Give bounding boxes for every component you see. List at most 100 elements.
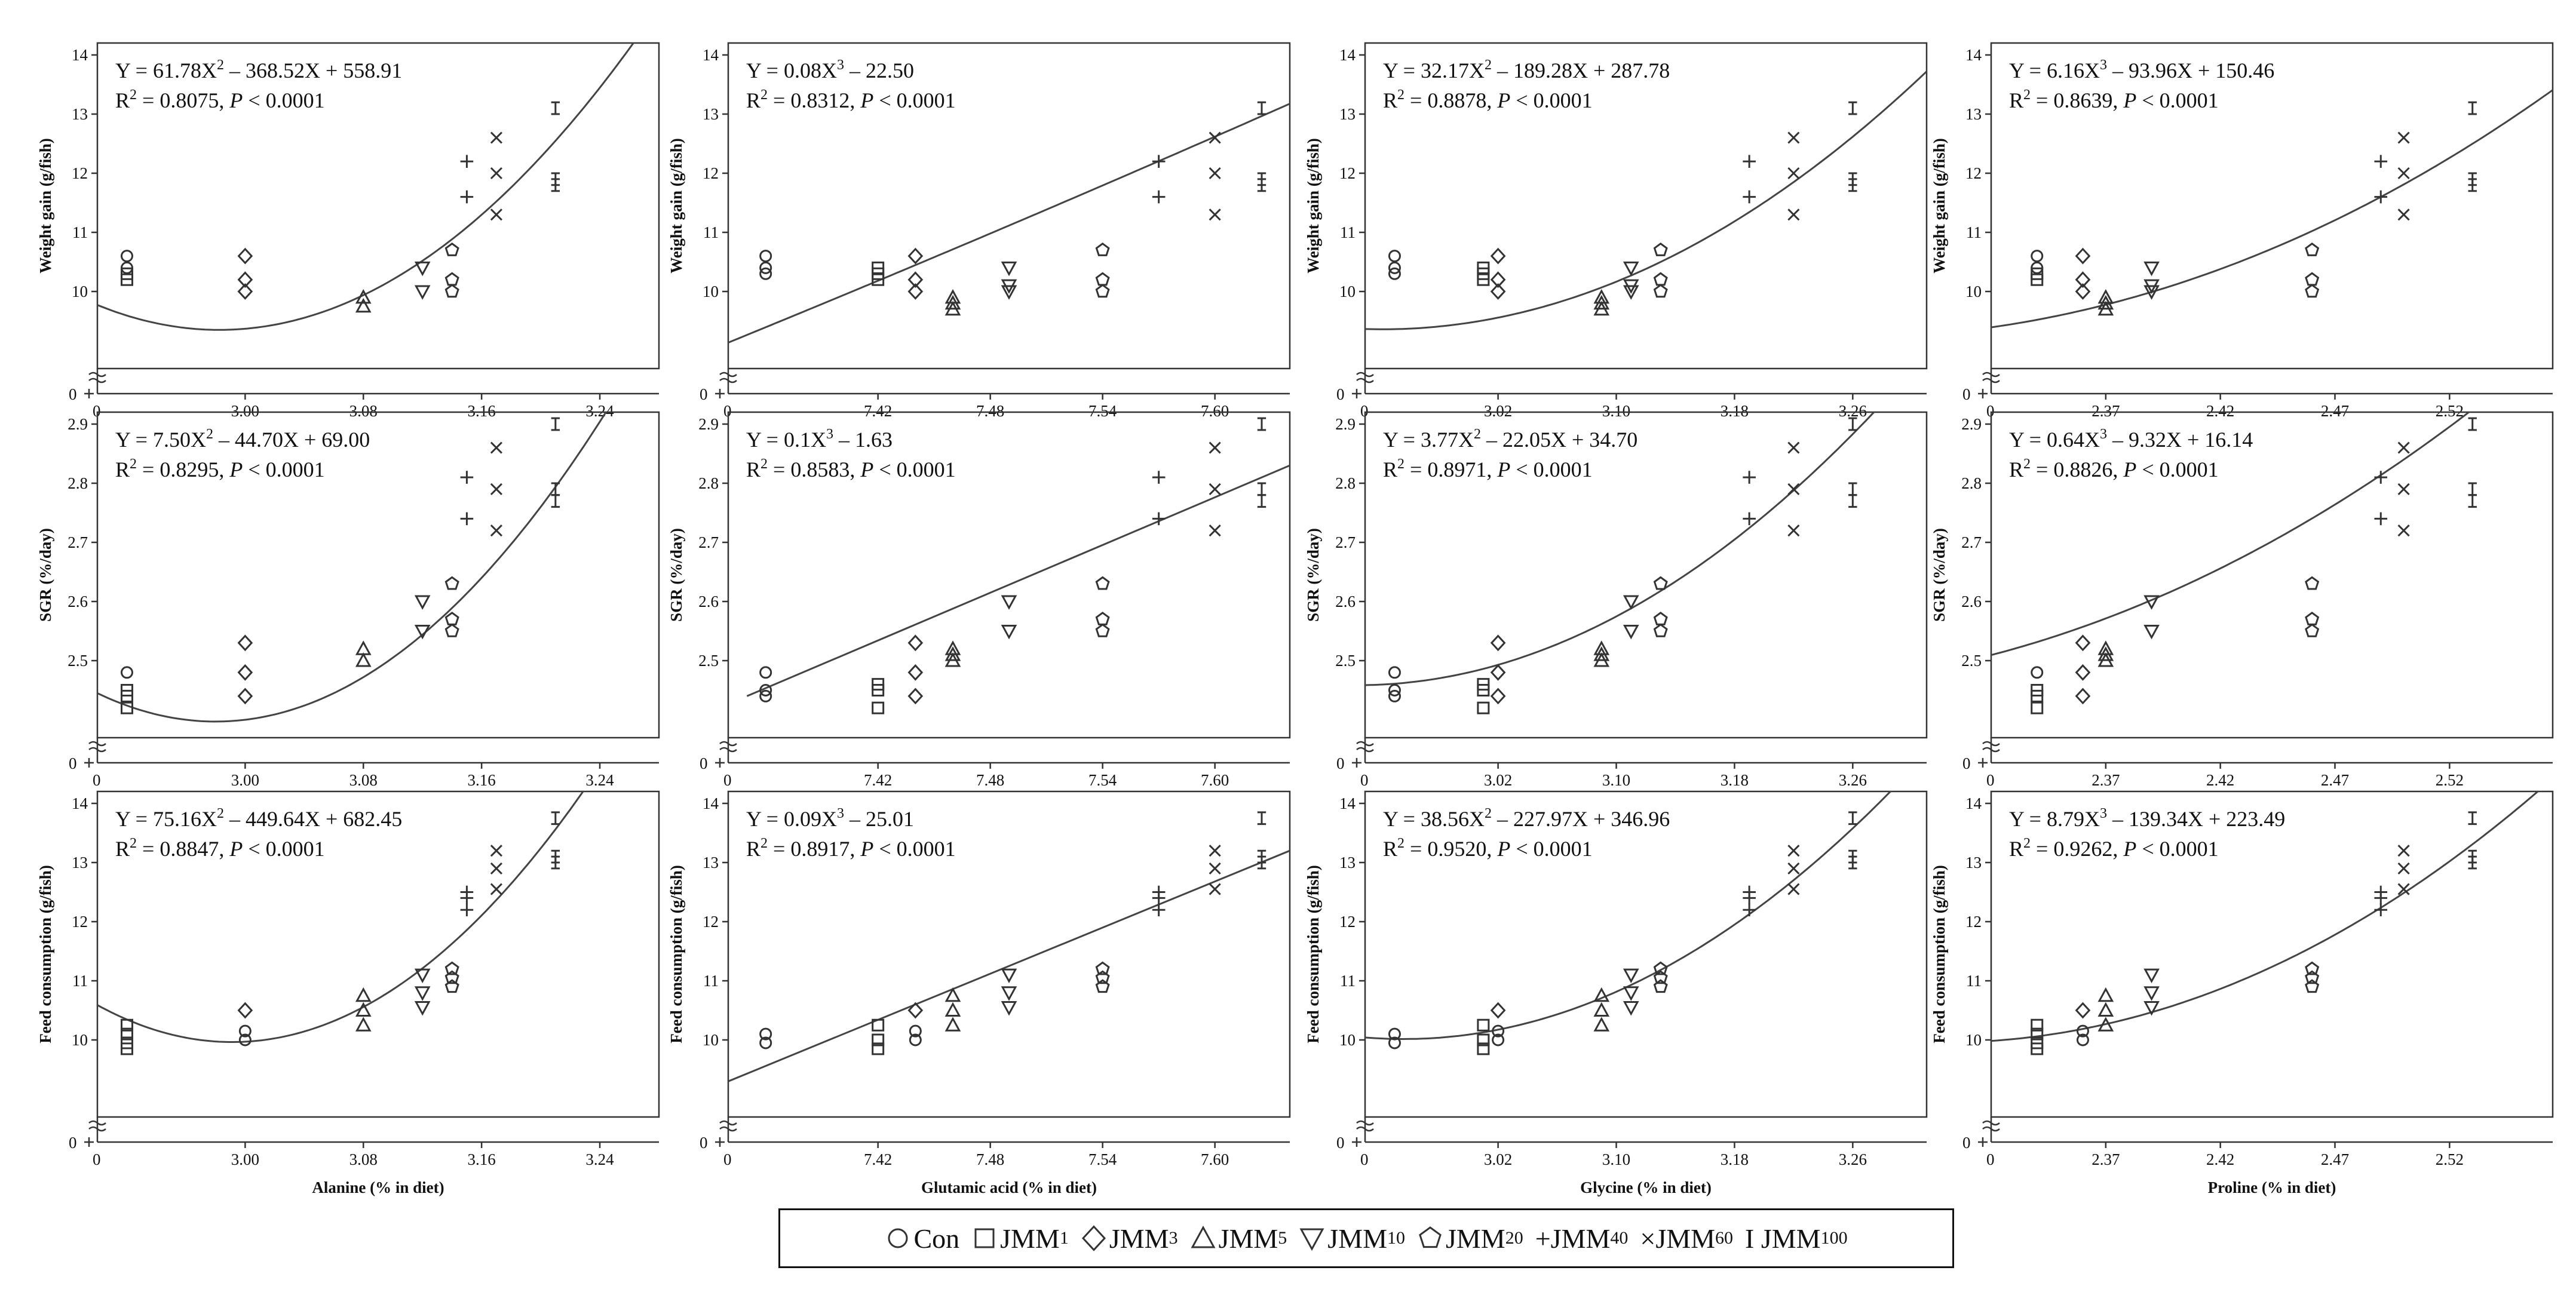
- data-point-triangle-down: [1623, 1001, 1639, 1016]
- y-tick-label: 2.8: [698, 474, 719, 492]
- data-point-diamond: [907, 1002, 924, 1019]
- legend-item-ibar: I JMM 100: [1745, 1223, 1848, 1254]
- data-point-triangle-down: [2143, 625, 2160, 640]
- plot-frame: [1990, 42, 2554, 370]
- y-tick-label: 2.5: [68, 652, 88, 670]
- origin-mark: [1352, 1137, 1361, 1147]
- y-tick-label: 10: [1339, 1031, 1356, 1049]
- data-point-triangle: [1593, 987, 1610, 1002]
- data-point-plus: [1743, 903, 1756, 916]
- x-tick-zero: 0: [1986, 402, 1995, 420]
- data-point-triangle: [944, 1002, 961, 1017]
- data-point-cross: [490, 208, 502, 221]
- x-tick-label: 3.16: [468, 402, 496, 420]
- data-point-pentagon: [1095, 272, 1110, 286]
- data-point-ibar: [551, 482, 560, 496]
- y-tick-label: 14: [1965, 46, 1982, 64]
- data-point-plus: [460, 891, 474, 905]
- data-point-plus: [2374, 471, 2388, 484]
- legend-subscript: 60: [1715, 1228, 1734, 1248]
- axis-break-icon: [1356, 1120, 1374, 1132]
- r-squared-label: R2 = 0.8075, P < 0.0001: [115, 87, 325, 112]
- y-axis-label: SGR (%/day): [667, 528, 685, 622]
- axis-break-icon: [88, 741, 106, 753]
- data-point-diamond: [237, 247, 253, 265]
- data-point-pentagon: [2305, 970, 2320, 984]
- y-tick-label: 2.7: [68, 533, 88, 551]
- panel-r1-c2: 00 2.5 2.6 2.7 2.8 2.9 3.02 3.10 3.18 3.26 SGR (%/…: [1304, 411, 1928, 789]
- data-point-cross: [490, 441, 502, 454]
- legend-label: JMM: [1327, 1223, 1387, 1254]
- data-point-triangle: [944, 646, 961, 661]
- data-point-triangle-down: [1001, 595, 1017, 610]
- data-point-square: [2031, 1018, 2044, 1032]
- data-point-plus: [1152, 903, 1166, 916]
- circle-icon: [888, 1228, 908, 1248]
- equation-label: Y = 0.64X3 – 9.32X + 16.14: [2009, 426, 2253, 452]
- data-point-triangle-down: [1623, 595, 1639, 610]
- data-point-square: [872, 701, 885, 714]
- legend: Con JMM 1 JMM 3 JMM 5 JMM 10 JMM 20 +JMM 40 ×JMM 60 I J…: [778, 1208, 1954, 1268]
- data-point-ibar: [1848, 494, 1857, 508]
- square-icon: [974, 1228, 995, 1248]
- data-point-cross: [490, 167, 502, 180]
- y-tick-label: 12: [703, 164, 719, 182]
- plot-frame: [727, 42, 1291, 370]
- data-point-diamond: [2075, 688, 2091, 705]
- plot-frame: [727, 790, 1291, 1118]
- data-point-ibar: [1257, 417, 1266, 431]
- data-point-plus: [2374, 190, 2388, 204]
- x-tick-zero: 0: [93, 402, 101, 420]
- data-point-circle: [1492, 1033, 1505, 1047]
- plot-frame: [96, 790, 660, 1118]
- data-point-cross: [1209, 131, 1221, 144]
- data-point-ibar: [2468, 482, 2477, 496]
- y-axis-label: Weight gain (g/fish): [667, 138, 685, 274]
- data-point-plus: [460, 471, 474, 484]
- x-tick-label: 7.54: [1088, 1150, 1117, 1168]
- y-axis-label: Feed consumption (g/fish): [1930, 865, 1948, 1044]
- data-point-pentagon: [1095, 979, 1110, 993]
- y-tick-zero: 0: [1336, 1134, 1345, 1152]
- data-point-cross: [1209, 862, 1221, 874]
- data-point-triangle: [2097, 1002, 2114, 1017]
- origin-mark: [1978, 758, 1988, 768]
- data-point-ibar: [551, 811, 560, 825]
- data-point-circle: [1388, 1027, 1401, 1041]
- data-point-square: [120, 1027, 133, 1041]
- data-point-triangle: [2097, 987, 2114, 1002]
- x-tick-label: 7.42: [864, 1150, 892, 1168]
- data-point-circle: [2031, 666, 2044, 679]
- legend-label: JMM: [1000, 1223, 1060, 1254]
- data-point-diamond: [907, 664, 924, 681]
- data-point-triangle-down: [1623, 261, 1639, 277]
- y-tick-label: 11: [72, 972, 88, 990]
- y-tick-label: 10: [72, 1031, 88, 1049]
- plot-frame: [1990, 790, 2554, 1118]
- x-tick-label: 7.42: [864, 771, 892, 789]
- data-point-plus: [1152, 190, 1166, 204]
- data-point-pentagon: [1653, 272, 1668, 286]
- data-point-triangle-down: [414, 625, 431, 640]
- plot-frame: [727, 411, 1291, 739]
- data-point-triangle-down: [2143, 986, 2160, 1001]
- data-point-circle: [759, 684, 772, 696]
- y-axis-label: Weight gain (g/fish): [36, 138, 54, 274]
- data-point-pentagon: [444, 970, 459, 984]
- data-point-pentagon: [1095, 970, 1110, 984]
- legend-label: Con: [913, 1223, 960, 1254]
- r-squared-label: R2 = 0.8847, P < 0.0001: [115, 836, 325, 861]
- data-point-pentagon: [444, 612, 459, 625]
- y-tick-label: 14: [72, 794, 88, 812]
- data-point-cross: [1787, 167, 1800, 180]
- data-point-circle: [759, 261, 772, 274]
- x-axis-label: Alanine (% in diet): [312, 1179, 444, 1196]
- x-tick-label: 3.08: [349, 402, 378, 420]
- data-point-diamond: [237, 664, 253, 681]
- origin-mark: [1352, 389, 1361, 398]
- data-point-circle: [759, 666, 772, 679]
- data-point-circle: [759, 689, 772, 702]
- data-point-triangle-down: [414, 595, 431, 610]
- y-axis-label: SGR (%/day): [1930, 528, 1948, 622]
- data-point-pentagon: [444, 243, 459, 256]
